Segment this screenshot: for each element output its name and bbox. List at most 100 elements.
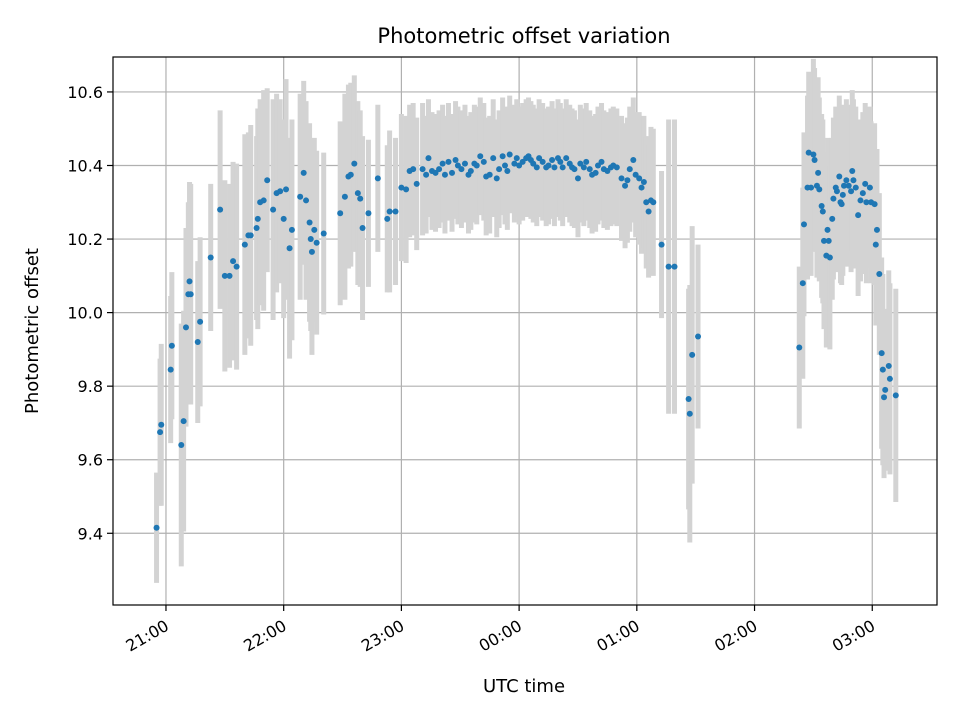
data-point	[180, 418, 187, 425]
data-point	[571, 166, 578, 173]
data-point	[872, 241, 879, 248]
data-point	[559, 164, 566, 171]
data-point	[685, 396, 692, 403]
data-point	[283, 186, 290, 193]
y-axis-label: Photometric offset	[22, 248, 43, 414]
data-point	[386, 208, 393, 215]
data-point	[449, 169, 456, 176]
data-point	[230, 258, 237, 265]
x-tick-label: 22:00	[240, 616, 289, 656]
data-point	[826, 254, 833, 261]
data-point	[241, 241, 248, 248]
data-point	[799, 280, 806, 287]
data-point	[504, 168, 511, 175]
data-point	[303, 197, 310, 204]
y-axis-ticks: 9.4 9.6 9.8 10.0 10.2 10.4 10.6	[67, 83, 113, 543]
data-point	[855, 212, 862, 219]
data-point	[545, 162, 552, 169]
data-point	[365, 210, 372, 217]
data-point	[800, 221, 807, 228]
data-point	[423, 171, 430, 178]
data-point	[592, 169, 599, 176]
data-point	[351, 160, 358, 167]
x-axis-label: UTC time	[483, 676, 565, 697]
data-point	[501, 162, 508, 169]
data-point	[811, 156, 818, 163]
data-point	[513, 155, 520, 162]
data-point	[445, 158, 452, 165]
data-point	[247, 232, 254, 239]
data-point	[452, 156, 459, 163]
data-point	[824, 226, 831, 233]
data-point	[197, 318, 204, 325]
data-point	[297, 193, 304, 200]
data-point	[640, 179, 647, 186]
data-point	[892, 392, 899, 399]
data-point	[881, 394, 888, 401]
data-point	[168, 342, 175, 349]
data-point	[511, 160, 518, 167]
y-tick-label: 10.0	[67, 304, 103, 323]
data-point	[217, 206, 224, 213]
data-point	[477, 153, 484, 160]
data-point	[819, 208, 826, 215]
data-point	[850, 177, 857, 184]
data-point	[574, 175, 581, 182]
data-point	[583, 158, 590, 165]
data-point	[506, 151, 513, 158]
data-point	[885, 362, 892, 369]
data-point	[838, 201, 845, 208]
data-point	[665, 263, 672, 270]
data-point	[618, 175, 625, 182]
data-point	[857, 197, 864, 204]
data-point	[341, 193, 348, 200]
data-point	[157, 429, 164, 436]
data-point	[843, 177, 850, 184]
data-point	[886, 375, 893, 382]
y-tick-label: 9.8	[78, 377, 103, 396]
data-point	[695, 333, 702, 340]
data-point	[167, 366, 174, 373]
data-point	[308, 248, 315, 255]
data-point	[689, 351, 696, 358]
data-point	[436, 166, 443, 173]
data-point	[845, 182, 852, 189]
data-point	[473, 162, 480, 169]
data-point	[300, 169, 307, 176]
data-point	[233, 263, 240, 270]
data-point	[493, 175, 500, 182]
data-point	[852, 184, 859, 191]
data-point	[557, 158, 564, 165]
y-tick-label: 10.4	[67, 156, 103, 175]
data-point	[862, 180, 869, 187]
data-point	[357, 195, 364, 202]
data-point	[643, 199, 650, 206]
data-point	[818, 202, 825, 209]
data-point	[796, 344, 803, 351]
data-point	[830, 195, 837, 202]
error-bars	[154, 58, 899, 583]
data-point	[598, 158, 605, 165]
data-point	[153, 524, 160, 531]
data-point	[873, 226, 880, 233]
data-points	[153, 149, 899, 531]
data-point	[419, 166, 426, 173]
data-point	[320, 230, 327, 237]
data-point	[221, 272, 228, 279]
plot-frame	[112, 56, 938, 606]
data-point	[260, 197, 267, 204]
y-tick-label: 9.4	[78, 524, 103, 543]
data-point	[650, 199, 657, 206]
data-point	[439, 160, 446, 167]
data-point	[194, 339, 201, 346]
data-point	[392, 208, 399, 215]
x-tick-label: 00:00	[476, 616, 525, 656]
data-point	[354, 190, 361, 197]
data-point	[182, 324, 189, 331]
data-point	[636, 175, 643, 182]
data-point	[539, 158, 546, 165]
data-point	[467, 168, 474, 175]
data-point	[849, 168, 856, 175]
data-point	[347, 171, 354, 178]
data-point	[384, 215, 391, 222]
